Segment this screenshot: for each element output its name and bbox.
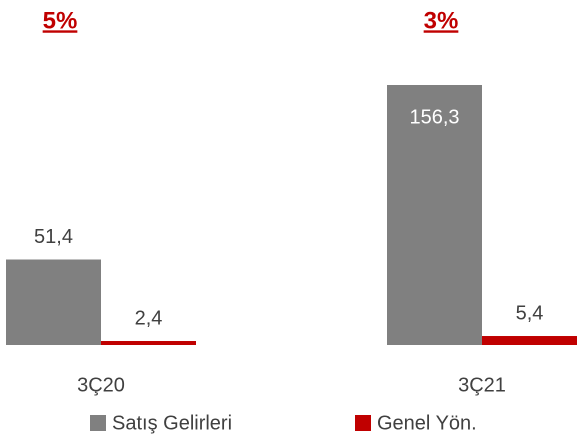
data-label: 2,4: [135, 307, 163, 329]
legend-swatch: [90, 415, 106, 431]
bar: [101, 341, 196, 345]
legend-swatch: [355, 415, 371, 431]
legend-label: Satış Gelirleri: [112, 412, 232, 434]
data-label: 156,3: [409, 106, 459, 128]
annotation: 3%: [424, 7, 459, 34]
data-label: 5,4: [516, 302, 544, 324]
bar: [387, 85, 482, 345]
x-tick-label: 3Ç20: [77, 374, 125, 396]
bar: [482, 336, 577, 345]
data-label: 51,4: [34, 226, 73, 248]
annotation: 5%: [43, 7, 78, 34]
x-tick-label: 3Ç21: [458, 374, 506, 396]
legend-label: Genel Yön.: [377, 412, 477, 434]
bar: [6, 259, 101, 345]
